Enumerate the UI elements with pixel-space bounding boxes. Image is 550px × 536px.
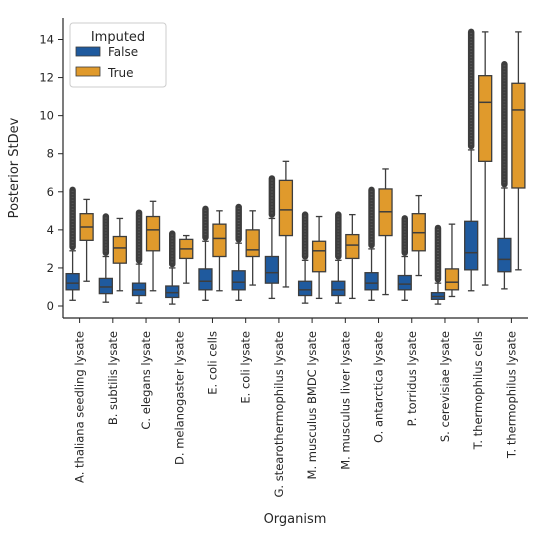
box-true-3 [179,234,194,284]
x-tick-label: D. melanogaster lysate [172,331,186,465]
legend: Imputed False True [69,22,167,88]
box-true-11 [444,223,460,298]
legend-label-false: False [108,45,138,59]
legend-swatch-false [75,46,101,57]
x-tick-label: T. thermophilus cells [471,331,485,450]
box-true-13 [511,31,526,271]
legend-label-true: True [107,66,134,80]
iqr-box [65,272,80,291]
iqr-box [444,268,460,291]
iqr-box [364,272,379,291]
box-true-5 [245,210,260,286]
y-tick-label: 8 [47,147,54,161]
box-false-10 [397,215,412,301]
legend-title: Imputed [91,30,145,45]
box-true-7 [311,215,327,300]
y-tick-label: 12 [39,71,54,85]
x-tick-label: G. stearothermophilus lysate [272,331,286,498]
y-tick-label: 0 [47,299,54,313]
iqr-box [264,255,280,284]
y-axis-label: Posterior StDev [7,117,22,218]
box-false-6 [264,175,280,300]
iqr-box [478,75,493,162]
box-false-5 [231,203,246,301]
x-tick-label: E. coli cells [205,331,219,395]
box-true-12 [478,31,493,286]
box-false-3 [165,230,180,305]
x-tick-label: B. subtilis lysate [106,331,120,425]
x-tick-label: O. antarctica lysate [372,331,386,443]
box-false-9 [364,186,379,301]
x-tick-label: A. thaliana seedling lysate [73,331,87,483]
iqr-box [331,280,346,297]
box-true-8 [345,213,360,300]
iqr-box [212,223,227,258]
box-plot-marks [65,28,526,305]
box-false-1 [98,213,113,303]
iqr-box [112,235,127,264]
iqr-box [345,233,360,260]
box-true-4 [212,210,227,292]
x-tick-label: P. torridus lysate [405,331,419,426]
y-tick-label: 2 [47,261,54,275]
iqr-box [145,215,161,252]
legend-swatch-true [75,66,101,77]
box-false-7 [297,211,313,304]
box-true-9 [378,168,393,296]
iqr-box [198,268,213,291]
x-axis-ticks: A. thaliana seedling lysate B. subtilis l… [73,318,518,498]
box-true-10 [411,194,426,277]
box-false-12 [464,28,479,292]
box-false-4 [198,205,213,301]
x-tick-label: M. musculus liver lysate [338,331,352,470]
x-tick-label: E. coli lysate [239,331,253,404]
y-axis-ticks: 0 2 4 6 8 10 12 14 [39,33,63,313]
box-false-8 [331,211,346,304]
iqr-box [231,270,246,291]
iqr-box [497,237,512,273]
iqr-box [278,179,294,237]
box-false-2 [131,209,147,304]
iqr-box [311,240,327,273]
box-true-2 [145,200,161,292]
iqr-box [165,285,180,299]
box-true-1 [112,217,127,292]
x-tick-label: T. thermophilus lysate [504,331,518,459]
iqr-box [297,280,313,297]
y-tick-label: 4 [47,223,54,237]
iqr-box [245,229,260,258]
box-false-13 [497,60,512,290]
x-tick-label: S. cerevisiae lysate [438,331,452,442]
iqr-box [98,277,113,295]
box-false-11 [430,224,446,305]
x-tick-label: M. musculus BMDC lysate [305,331,319,479]
box-true-0 [79,198,94,282]
y-tick-label: 14 [39,33,54,47]
iqr-box [511,82,526,189]
x-tick-label: C. elegans lysate [139,331,153,430]
y-tick-label: 6 [47,185,54,199]
iqr-box [397,274,412,291]
x-axis-label: Organism [264,512,327,527]
box-true-6 [278,160,294,288]
iqr-box [464,220,479,271]
y-tick-label: 10 [39,109,54,123]
box-false-0 [65,186,80,301]
